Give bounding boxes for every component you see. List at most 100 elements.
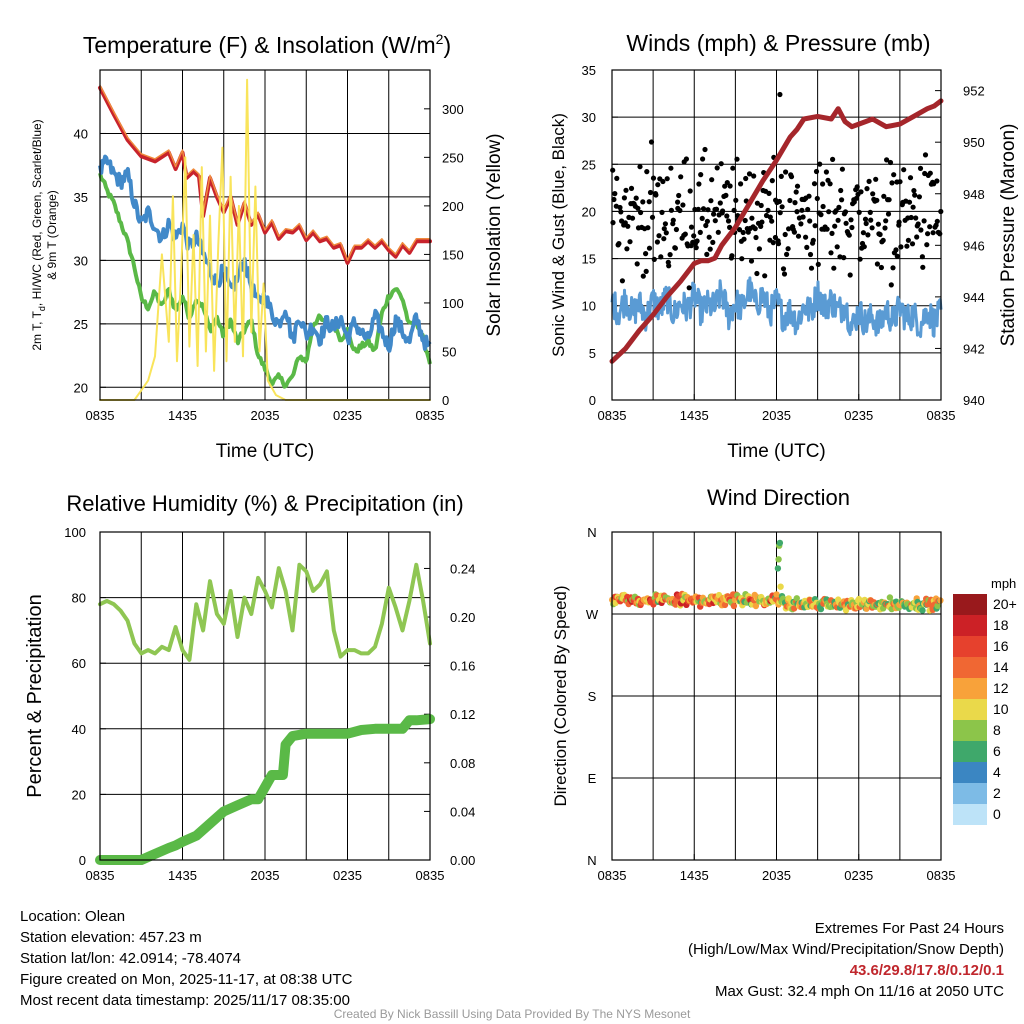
legend-swatch	[953, 741, 987, 762]
wind-gust-point	[906, 199, 913, 205]
dir-xtick-label: 0235	[844, 868, 873, 883]
wind-y2tick-label: 950	[963, 135, 985, 150]
wind-gust-point	[738, 181, 744, 187]
wind-ytick-label: 0	[589, 393, 596, 408]
legend-swatch	[953, 720, 987, 741]
wind-ytick-label: 30	[582, 110, 596, 125]
wind-gust-point	[614, 175, 620, 181]
wind-gust-point	[854, 184, 860, 190]
wind-gust-point	[782, 231, 788, 238]
wind-xtick-label: 0235	[844, 408, 873, 423]
wind-gust-point	[672, 245, 679, 251]
wind-gust-point	[704, 251, 710, 257]
wind-gust-point	[644, 169, 650, 175]
wind-gust-point	[656, 233, 662, 239]
dir-point	[721, 601, 729, 609]
wind-gust-point	[778, 173, 784, 179]
wind-gust-point	[675, 199, 681, 205]
temp-xtick-label: 0835	[416, 408, 445, 423]
rh-y2tick-label: 0.00	[450, 853, 475, 868]
credit-text: Created By Nick Bassill Using Data Provi…	[333, 1007, 691, 1021]
wind-gust-point	[811, 181, 818, 187]
wind-gust-point	[914, 234, 920, 240]
wind-gust-point	[873, 176, 879, 182]
wind-gust-point	[905, 237, 912, 243]
wind-gust-point	[693, 245, 699, 251]
wind-gust-point	[655, 182, 661, 188]
wind-gust-point	[700, 206, 707, 212]
wind-gust-point	[610, 220, 616, 226]
wind-ylabel: Sonic Wind & Gust (Blue, Black)	[549, 113, 568, 357]
wind-gust-point	[741, 236, 747, 242]
wind-gust-point	[828, 250, 834, 256]
wind-gust-point	[916, 194, 923, 200]
wind-gust-point	[894, 253, 900, 259]
wind-gust-point	[629, 215, 636, 221]
rh-humidity-line	[98, 562, 432, 662]
wind-gust-point	[720, 208, 726, 214]
wind-gust-point	[874, 261, 881, 267]
dir-point	[934, 602, 941, 609]
wind-gust-point	[792, 200, 798, 206]
wind-gust-point	[707, 246, 713, 252]
wind-gust-point	[646, 245, 653, 251]
temp-dewpoint-line	[98, 172, 432, 389]
wind-gust-point	[897, 179, 903, 185]
wind-gust-point	[634, 261, 640, 267]
wind-gust-point	[673, 226, 680, 233]
wind-gust-point	[766, 190, 772, 196]
wind-gust-point	[807, 218, 813, 224]
wind-gust-point	[927, 170, 933, 176]
wind-y2tick-label: 940	[963, 393, 985, 408]
created-text: Figure created on Mon, 2025-11-17, at 08…	[20, 971, 353, 988]
wind-gust-point	[919, 254, 926, 260]
wind-gust-point	[799, 207, 805, 213]
wind-gust-point	[611, 196, 617, 203]
wind-gust-point	[734, 156, 740, 162]
wind-gust-point	[924, 242, 930, 248]
wind-gust-point	[687, 188, 693, 194]
wind-gust-point	[912, 192, 918, 198]
location-text: Location: Olean	[20, 908, 126, 925]
wind-gust-point	[786, 226, 792, 232]
wind-gust-point	[779, 204, 785, 210]
wind-gust-point	[733, 197, 739, 203]
dir-point	[773, 591, 780, 598]
dir-point	[776, 539, 784, 547]
wind-gust-point	[612, 191, 618, 197]
wind-gust-point	[623, 187, 629, 193]
rh-ytick-label: 100	[64, 525, 86, 540]
wind-gust-point	[635, 205, 641, 211]
wind-gust-point	[857, 256, 863, 262]
extremes-title: Extremes For Past 24 Hours	[814, 920, 1004, 937]
wind-gust-point	[839, 166, 846, 172]
wind-ytick-label: 35	[582, 63, 596, 78]
legend-swatch	[953, 615, 987, 636]
wind-gust-point	[776, 198, 783, 205]
dir-xtick-label: 2035	[762, 868, 791, 883]
wind-gust-point	[645, 225, 651, 231]
dir-point	[775, 556, 782, 563]
legend-swatch	[953, 762, 987, 783]
wind-gust-point	[758, 223, 764, 229]
temp-y2tick-label: 250	[442, 150, 464, 165]
wind-gust-point	[646, 199, 652, 205]
wind-gust-point	[676, 192, 682, 199]
wind-ytick-label: 25	[582, 157, 596, 172]
wind-gust-point	[696, 181, 702, 187]
wind-gust-point	[670, 217, 676, 223]
wind-gust-point	[627, 239, 633, 245]
wind-gust-point	[870, 191, 876, 197]
wind-gust-point	[694, 238, 700, 244]
wind-gust-point	[807, 251, 814, 258]
wind-gust-point	[715, 229, 721, 235]
wind-gust-point	[727, 224, 733, 230]
wind-gust-point	[877, 231, 883, 238]
wind-ytick-label: 5	[589, 346, 596, 361]
wind-gust-point	[829, 230, 835, 236]
temp-y2label: Solar Insolation (Yellow)	[484, 133, 505, 336]
wind-gust-point	[901, 167, 907, 173]
wind-gust-point	[891, 172, 897, 178]
dir-axes: 0835 1435 2035 0235 0835	[598, 532, 955, 883]
wind-gust-point	[849, 224, 855, 231]
